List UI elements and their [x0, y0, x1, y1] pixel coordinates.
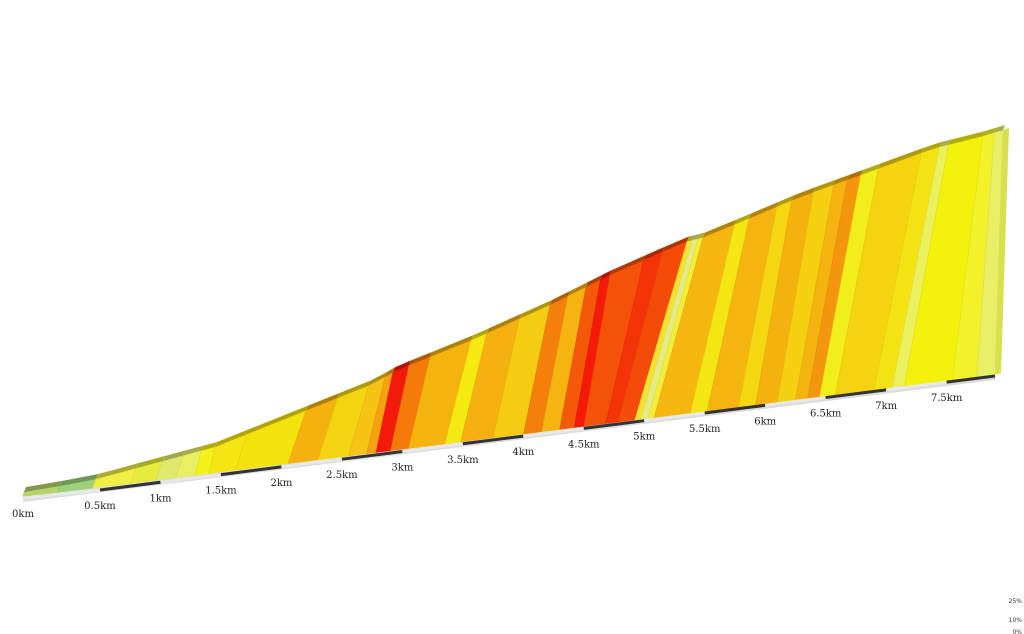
gradient-segment-top-34: [813, 179, 836, 193]
gradient-segment-top-12: [385, 367, 395, 377]
baseline-band-1: [99, 480, 161, 492]
gradient-segment-top-14: [409, 352, 432, 366]
gradient-segment-top-29: [703, 219, 737, 238]
distance-labels: 0km 0.5km 1km 1.5km 2km 2.5km 3km 3.5km 4km 4.5km…: [12, 393, 963, 520]
baseline-band-0: [22, 488, 101, 500]
gradient-segment-top-0: [24, 480, 62, 492]
baseline-band-11: [704, 403, 766, 415]
distance-label-0: 0km: [12, 509, 34, 520]
gradient-segment-top-37: [860, 163, 881, 175]
gradient-segment-top-2: [95, 463, 139, 480]
gradient-segment-top-7: [215, 429, 249, 447]
distance-label-4: 2km: [270, 478, 292, 489]
distance-label-15: 7.5km: [931, 393, 963, 404]
baseline-band-9: [583, 419, 645, 430]
distance-label-5: 2.5km: [326, 470, 358, 481]
distance-baseline: [22, 374, 996, 502]
gradient-segment-top-1: [59, 474, 98, 486]
distance-label-10: 5km: [633, 432, 655, 443]
distance-label-2: 1km: [150, 493, 172, 504]
gradient-segment-top-21: [586, 274, 603, 287]
baseline-band-2: [160, 473, 222, 484]
gradient-segment-top-42: [982, 127, 997, 137]
distance-label-14: 7km: [875, 401, 897, 412]
gradient-segments: [22, 125, 1009, 498]
gradient-segment-top-16: [471, 328, 489, 341]
distance-label-1: 0.5km: [84, 501, 116, 512]
gradient-segment-top-18: [519, 300, 552, 319]
legend-label-1: 10%: [1009, 617, 1023, 624]
distance-label-9: 4.5km: [568, 439, 600, 450]
gradient-segment-top-35: [833, 174, 850, 185]
gradient-segment-top-20: [568, 282, 588, 296]
baseline-band-15: [946, 374, 996, 384]
legend-label-0: 25%: [1009, 598, 1023, 605]
baseline-band-14: [885, 380, 947, 392]
gradient-segment-top-31: [749, 201, 779, 219]
gradient-segment-top-10: [337, 380, 371, 398]
baseline-band-12: [765, 396, 826, 407]
gradient-segment-top-43: [994, 125, 1005, 133]
distance-label-3: 1.5km: [205, 486, 237, 497]
gradient-segment-top-22: [600, 270, 612, 280]
baseline-band-3: [220, 465, 282, 477]
gradient-segment-top-17: [486, 313, 522, 334]
gradient-segment-top-13: [393, 360, 411, 373]
gradient-segment-top-28: [698, 232, 705, 239]
distance-label-11: 5.5km: [689, 424, 721, 435]
distance-label-7: 3.5km: [447, 455, 479, 466]
baseline-band-4: [281, 457, 343, 469]
gradient-segment-top-39: [921, 141, 942, 153]
distance-label-8: 4km: [512, 447, 534, 458]
gradient-segment-top-32: [776, 195, 794, 207]
distance-label-13: 6.5km: [810, 409, 842, 420]
gradient-segment-top-33: [791, 187, 816, 201]
gradient-segment-top-23: [610, 255, 646, 275]
gradient-segment-top-5: [183, 445, 204, 456]
distance-label-12: 6km: [754, 416, 776, 427]
gradient-segment-top-19: [550, 291, 570, 305]
legend-label-2: 0%: [1012, 629, 1022, 634]
profile-end-face: [995, 128, 1009, 375]
gradient-segment-top-24: [643, 246, 665, 261]
baseline-band-7: [462, 434, 524, 446]
gradient-legend: 25% 10% 0%: [1009, 598, 1023, 634]
gradient-segment-top-41: [948, 131, 985, 145]
baseline-band-13: [825, 388, 887, 400]
gradient-segment-top-36: [847, 169, 863, 180]
gradient-segment-top-11: [368, 372, 387, 386]
gradient-segment-top-8: [246, 405, 309, 435]
gradient-segment-top-25: [662, 236, 689, 252]
gradient-segment-top-40: [939, 139, 951, 147]
baseline-band-5: [341, 449, 403, 461]
gradient-segment-top-3: [136, 455, 166, 469]
gradient-segment-top-9: [306, 393, 340, 411]
gradient-segment-top-15: [430, 335, 474, 357]
baseline-band-6: [402, 442, 464, 453]
baseline-band-10: [644, 411, 705, 423]
gradient-segment-top-26: [687, 235, 694, 242]
gradient-segment-top-6: [201, 442, 217, 451]
gradient-segment-top-38: [878, 147, 924, 169]
baseline-band-8: [523, 426, 584, 438]
distance-label-6: 3km: [391, 462, 413, 473]
gradient-segment-top-4: [163, 450, 186, 461]
gradient-segment-top-30: [734, 213, 752, 225]
